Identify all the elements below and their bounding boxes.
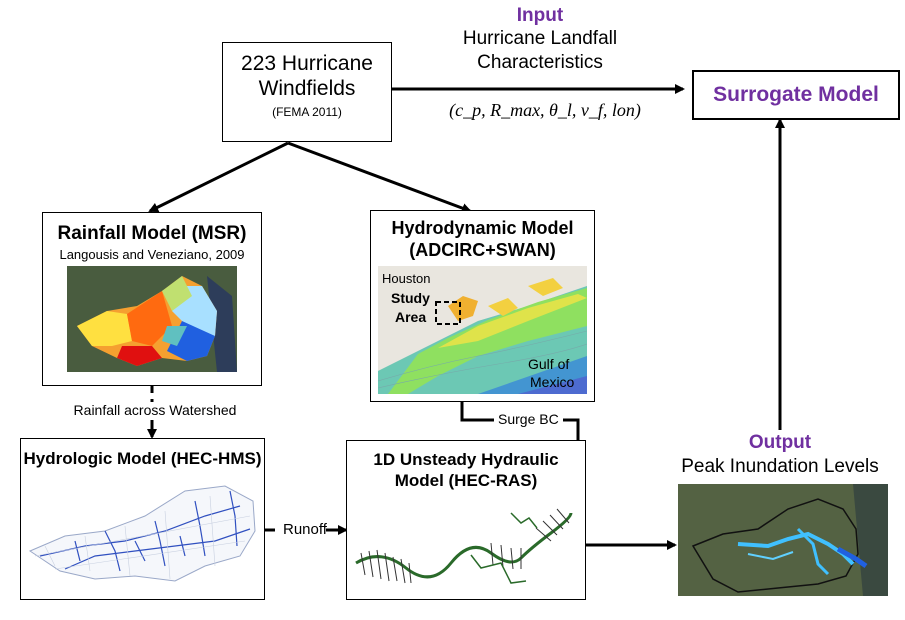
surge-bc-path xyxy=(460,401,497,422)
hydrologic-title: Hydrologic Model (HEC-HMS) xyxy=(23,449,262,468)
output-inundation-map-image xyxy=(678,484,888,596)
hydraulic-line2: Model (HEC-RAS) xyxy=(394,471,538,490)
windfields-line1: 223 Hurricane xyxy=(241,52,373,75)
windfields-source: (FEMA 2011) xyxy=(272,105,342,119)
rainfall-map-image xyxy=(67,266,237,372)
rainfall-title: Rainfall Model (MSR) xyxy=(57,223,247,244)
hydrodynamic-model-box: Hydrodynamic Model (ADCIRC+SWAN) Houston… xyxy=(370,210,595,402)
rainfall-model-box: Rainfall Model (MSR) Langousis and Venez… xyxy=(42,212,262,386)
arrow-windfields-to-hydrodynamic xyxy=(287,141,472,213)
hydrologic-network-image xyxy=(28,485,256,582)
runoff-label: Runoff xyxy=(283,521,327,538)
rainfall-citation: Langousis and Veneziano, 2009 xyxy=(59,247,245,262)
map-label-study: Study xyxy=(391,290,430,306)
map-label-gulf: Gulf of xyxy=(528,356,570,372)
hydrodynamic-line1: Hydrodynamic Model xyxy=(391,218,574,238)
hydrodynamic-line2: (ADCIRC+SWAN) xyxy=(409,240,556,260)
windfields-line2: Windfields xyxy=(258,77,356,100)
surrogate-model-box: Surrogate Model xyxy=(692,70,900,120)
windfields-box: 223 Hurricane Windfields (FEMA 2011) xyxy=(222,42,392,142)
input-label-group: Input Hurricane Landfall Characteristics xyxy=(430,5,650,75)
output-heading: Output xyxy=(748,432,812,453)
hydraulic-line1: 1D Unsteady Hydraulic xyxy=(373,450,559,469)
map-label-mexico: Mexico xyxy=(530,374,575,390)
input-line1: Hurricane Landfall xyxy=(462,28,618,49)
map-label-area: Area xyxy=(395,309,427,325)
output-subtitle: Peak Inundation Levels xyxy=(681,456,879,477)
surge-bc-label: Surge BC xyxy=(494,411,563,427)
hydrologic-model-box: Hydrologic Model (HEC-HMS) xyxy=(20,438,265,600)
hydraulic-model-box: 1D Unsteady Hydraulic Model (HEC-RAS) xyxy=(346,440,586,600)
input-heading: Input xyxy=(516,5,564,26)
input-line2: Characteristics xyxy=(477,52,603,73)
hydrodynamic-map-image: Houston Study Area Gulf of Mexico xyxy=(378,266,587,394)
rainfall-across-label: Rainfall across Watershed xyxy=(73,402,237,418)
arrow-windfields-to-rainfall xyxy=(148,141,289,213)
input-params: (c_p, R_max, θ_l, v_f, lon) xyxy=(449,100,641,120)
hydraulic-network-image xyxy=(355,508,573,584)
map-label-houston: Houston xyxy=(382,271,431,286)
surrogate-model-title: Surrogate Model xyxy=(713,83,879,106)
